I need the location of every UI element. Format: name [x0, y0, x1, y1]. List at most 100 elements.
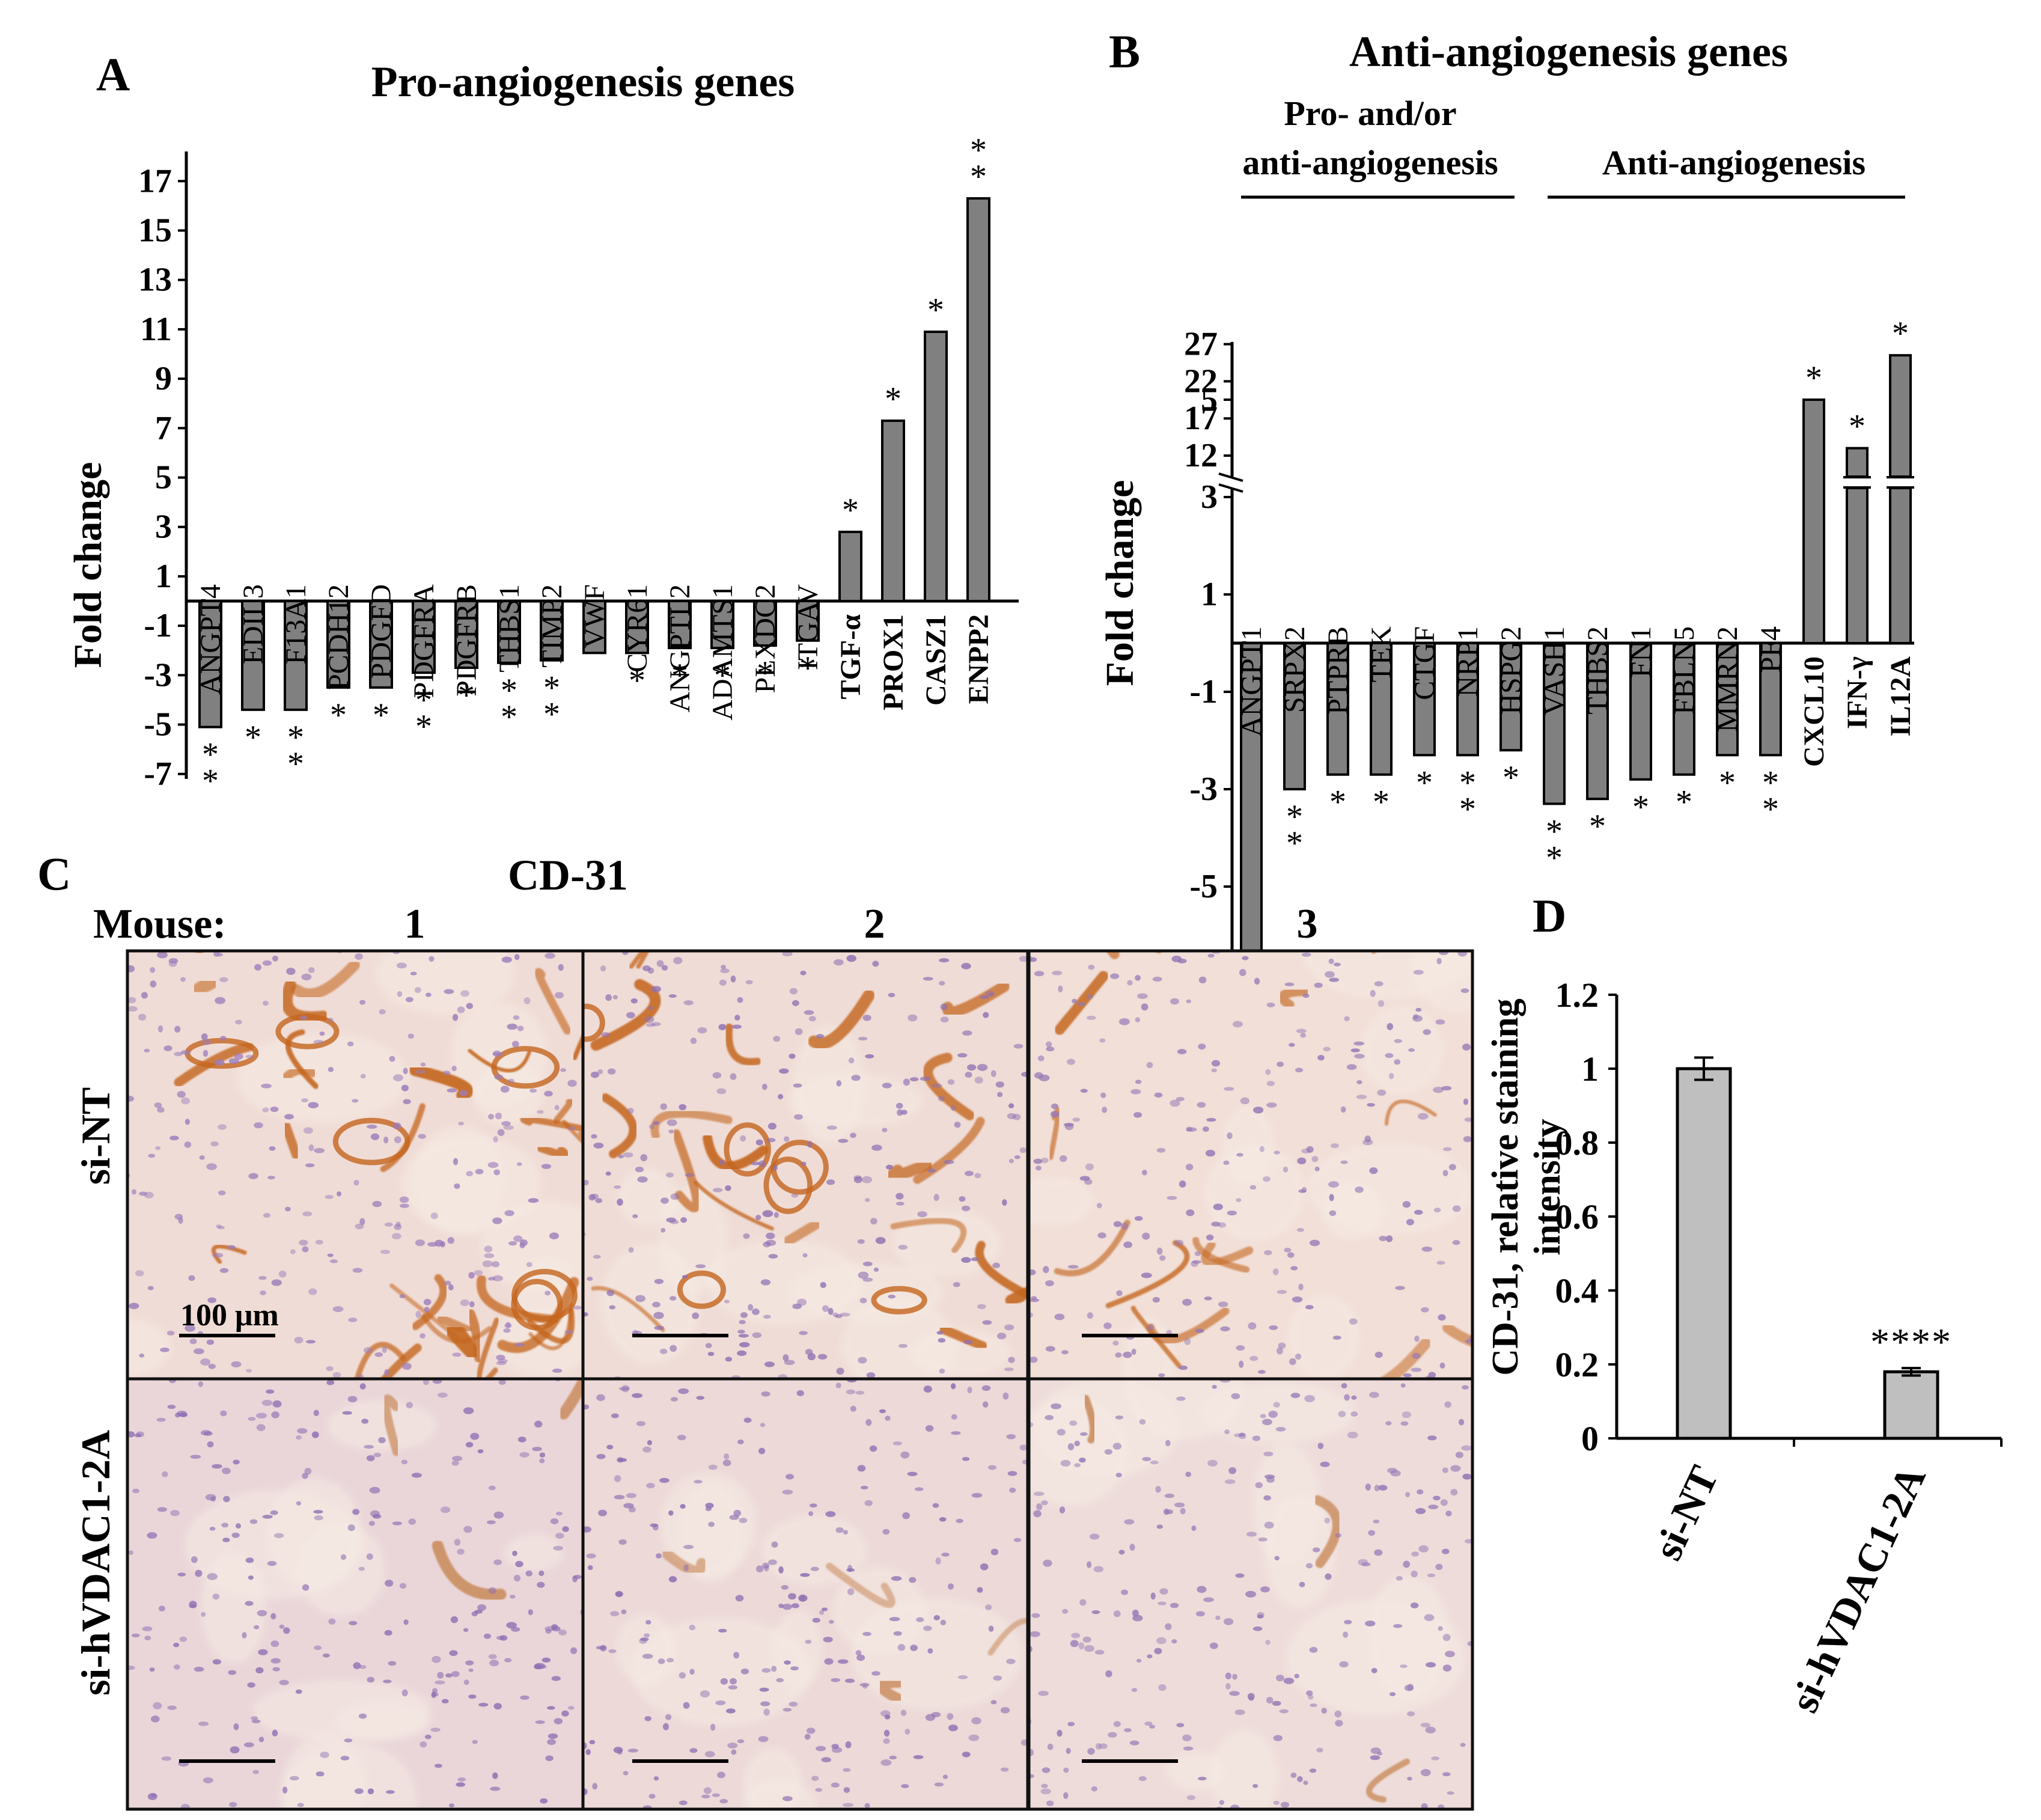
micrograph-nucleus [1063, 1767, 1069, 1773]
micrograph-nucleus [430, 1727, 441, 1732]
micrograph-nucleus [1224, 1087, 1234, 1091]
micrograph-nucleus [1142, 1457, 1152, 1461]
micrograph-nucleus [149, 1667, 155, 1672]
micrograph-nucleus [961, 1205, 971, 1212]
micrograph-nucleus [1239, 1432, 1246, 1437]
micrograph-nucleus [1141, 1170, 1147, 1176]
micrograph-nucleus [1043, 1266, 1049, 1274]
micrograph-nucleus [680, 1504, 686, 1509]
micrograph-nucleus [859, 1682, 870, 1687]
micrograph-nucleus [1452, 1240, 1460, 1245]
micrograph-nucleus [415, 1239, 425, 1247]
micrograph-nucleus [789, 1702, 798, 1707]
micrograph-nucleus [712, 1072, 722, 1079]
micrograph-nucleus [299, 1015, 308, 1020]
micrograph-nucleus [328, 1067, 334, 1072]
micrograph-nucleus [1225, 1683, 1231, 1690]
micrograph-nucleus [858, 1271, 869, 1279]
micrograph-nucleus [456, 1782, 466, 1787]
micrograph-nucleus [1248, 1697, 1254, 1701]
micrograph-nucleus [1139, 1418, 1146, 1425]
micrograph-nucleus [843, 1768, 851, 1772]
micrograph-nucleus [394, 1136, 401, 1144]
micrograph-nucleus [1309, 1647, 1318, 1653]
micrograph-nucleus [1411, 1571, 1418, 1578]
micrograph-nucleus [800, 1573, 810, 1577]
micrograph-nucleus [737, 1330, 745, 1334]
scale-bar-label: 100 μm [180, 1298, 279, 1333]
micrograph-nucleus [846, 1389, 856, 1394]
micrograph-nucleus [1131, 1688, 1138, 1692]
micrograph-nucleus [1408, 1048, 1415, 1052]
micrograph-nucleus [761, 1391, 770, 1397]
micrograph-nucleus [1273, 1800, 1280, 1805]
micrograph-nucleus [155, 1146, 161, 1150]
micrograph-nucleus [392, 1074, 403, 1082]
micrograph-nucleus [305, 1163, 315, 1168]
micrograph-stroma [1205, 1145, 1304, 1241]
micrograph-nucleus [1396, 1576, 1403, 1581]
micrograph-nucleus [1063, 1792, 1069, 1800]
micrograph-nucleus [607, 1068, 616, 1075]
micrograph-nucleus [1272, 1268, 1279, 1275]
micrograph-nucleus [1112, 1443, 1122, 1450]
micrograph-nucleus [1305, 1305, 1314, 1310]
micrograph-nucleus [511, 1040, 519, 1048]
micrograph-nucleus [1355, 1186, 1364, 1193]
micrograph-nucleus [1445, 1651, 1455, 1658]
micrograph-nucleus [1280, 1801, 1290, 1808]
micrograph-nucleus [352, 1099, 359, 1103]
micrograph-nucleus [206, 1163, 218, 1170]
micrograph-nucleus [1124, 1519, 1135, 1525]
micrograph-nucleus [737, 1739, 745, 1744]
micrograph-nucleus [782, 1604, 792, 1610]
micrograph-nucleus [740, 1312, 748, 1318]
micrograph-frame [1027, 1377, 1474, 1811]
micrograph-nucleus [1421, 1246, 1433, 1252]
micrograph-nucleus [739, 1320, 746, 1325]
micrograph-nucleus [689, 1624, 696, 1631]
micrograph-nucleus [267, 1176, 275, 1180]
micrograph-nucleus [162, 1471, 168, 1477]
micrograph-nucleus [233, 1459, 240, 1465]
micrograph-nucleus [136, 1431, 144, 1438]
micrograph-nucleus [655, 1553, 662, 1559]
micrograph-nucleus [900, 1709, 907, 1717]
mouse-number-1: 1 [404, 901, 426, 947]
micrograph-nucleus [1274, 1150, 1280, 1155]
micrograph-nucleus [1039, 1074, 1050, 1081]
micrograph-nucleus [1177, 1049, 1187, 1054]
micrograph-stroma [1123, 1316, 1173, 1381]
micrograph-nucleus [308, 1102, 319, 1108]
micrograph-nucleus [328, 1018, 334, 1022]
micrograph-nucleus [923, 1385, 932, 1393]
micrograph-nucleus [1123, 1241, 1133, 1248]
micrograph-nucleus [1445, 1510, 1452, 1516]
micrograph-stain [1365, 1758, 1411, 1803]
micrograph-nucleus [493, 1136, 498, 1143]
micrograph-nucleus [1255, 1482, 1263, 1488]
micrograph-nucleus [1302, 994, 1310, 998]
micrograph-nucleus [925, 1425, 934, 1432]
micrograph-nucleus [503, 1328, 511, 1333]
panel-a-bar [497, 600, 521, 664]
micrograph-nucleus [627, 1748, 638, 1753]
micrograph-stroma [910, 1330, 1011, 1377]
micrograph-nucleus [1421, 1307, 1429, 1313]
micrograph-nucleus [423, 1379, 429, 1385]
micrograph-nucleus [1290, 1266, 1298, 1271]
micrograph-nucleus [964, 1170, 974, 1176]
micrograph-nucleus [635, 1295, 645, 1302]
mouse-number-2: 2 [864, 901, 885, 947]
panel-a-significance: * [501, 698, 517, 736]
micrograph-nucleus [654, 1278, 664, 1284]
micrograph-nucleus [1082, 1636, 1091, 1643]
micrograph-nucleus [1389, 1692, 1396, 1697]
micrograph-nucleus [1436, 957, 1442, 965]
micrograph-nucleus [1121, 1223, 1129, 1230]
micrograph-stain [886, 1158, 934, 1182]
micrograph-nucleus [927, 1168, 936, 1173]
micrograph-nucleus [1207, 953, 1215, 958]
micrograph-nucleus [1402, 1201, 1411, 1208]
micrograph-nucleus [668, 994, 677, 998]
